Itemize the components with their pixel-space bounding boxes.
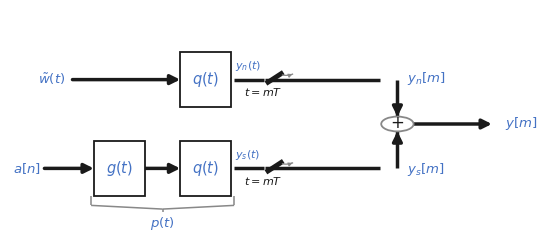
Text: $a[n]$: $a[n]$: [13, 161, 40, 176]
Text: $y[m]$: $y[m]$: [506, 116, 538, 132]
Text: $y_s(t)$: $y_s(t)$: [235, 148, 260, 162]
Text: $\tilde{w}(t)$: $\tilde{w}(t)$: [38, 72, 66, 87]
FancyBboxPatch shape: [94, 141, 145, 195]
Text: $y_s[m]$: $y_s[m]$: [407, 161, 444, 178]
Text: $y_n(t)$: $y_n(t)$: [235, 60, 262, 73]
FancyBboxPatch shape: [180, 141, 232, 195]
Text: $t = mT$: $t = mT$: [244, 86, 282, 98]
Text: $p(t)$: $p(t)$: [150, 215, 175, 232]
Text: $q(t)$: $q(t)$: [192, 70, 219, 89]
Text: $t = mT$: $t = mT$: [244, 175, 282, 186]
Circle shape: [381, 117, 414, 131]
Text: $g(t)$: $g(t)$: [106, 159, 133, 178]
FancyBboxPatch shape: [180, 53, 232, 107]
Text: $y_n[m]$: $y_n[m]$: [407, 70, 446, 87]
Text: $q(t)$: $q(t)$: [192, 159, 219, 178]
Text: $+$: $+$: [390, 115, 405, 132]
